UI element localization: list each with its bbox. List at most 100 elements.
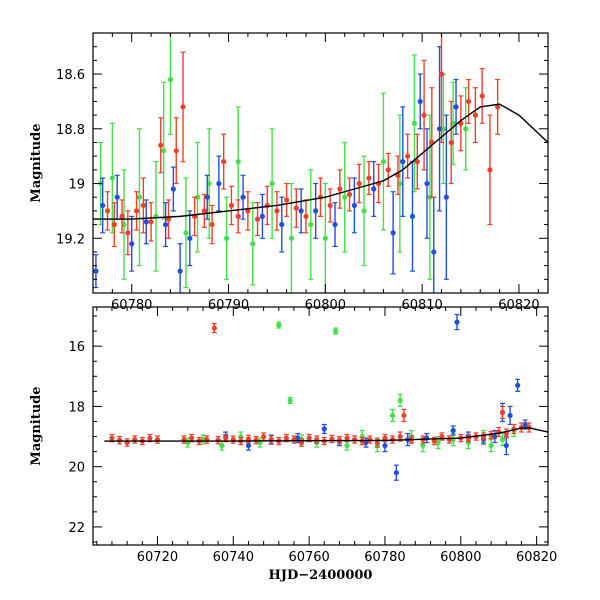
point-green bbox=[287, 397, 293, 403]
y-axis-label: Magnitude bbox=[29, 386, 44, 465]
x-tick-label: 60780 bbox=[364, 550, 405, 565]
point-green bbox=[276, 322, 282, 328]
point-red bbox=[382, 435, 388, 441]
axes-frame bbox=[92, 32, 549, 294]
point-red bbox=[254, 216, 261, 222]
point-blue bbox=[417, 98, 423, 105]
x-tick-label: 60740 bbox=[213, 550, 254, 565]
point-red bbox=[352, 436, 358, 443]
x-tick-label: 60820 bbox=[498, 298, 539, 313]
point-red bbox=[228, 202, 235, 209]
point-blue bbox=[390, 230, 396, 236]
point-red bbox=[119, 213, 125, 219]
y-tick-label: 18.6 bbox=[56, 68, 85, 83]
point-red bbox=[374, 439, 380, 446]
axes-frame bbox=[92, 306, 549, 546]
point-green bbox=[250, 241, 256, 247]
y-tick-label: 19.2 bbox=[56, 232, 85, 247]
plot-area bbox=[93, 33, 548, 293]
point-red bbox=[180, 104, 186, 110]
point-green bbox=[194, 194, 201, 200]
y-axis-label: Magnitude bbox=[29, 123, 44, 202]
point-red bbox=[346, 191, 353, 198]
point-red bbox=[109, 435, 115, 441]
y-tick-label: 20 bbox=[68, 461, 85, 476]
point-red bbox=[104, 208, 111, 214]
point-blue bbox=[129, 241, 135, 247]
point-red bbox=[274, 208, 280, 214]
point-red bbox=[439, 433, 445, 440]
point-red bbox=[448, 139, 454, 146]
point-blue bbox=[453, 104, 459, 110]
point-red bbox=[414, 159, 420, 165]
point-red bbox=[188, 435, 195, 441]
point-blue bbox=[443, 194, 449, 200]
point-red bbox=[223, 435, 229, 441]
point-green bbox=[488, 442, 494, 449]
x-tick-label: 60800 bbox=[440, 550, 481, 565]
point-green bbox=[361, 208, 367, 214]
point-green bbox=[333, 328, 339, 334]
point-red bbox=[431, 438, 437, 444]
point-blue bbox=[351, 202, 357, 209]
point-red bbox=[397, 433, 403, 440]
point-green bbox=[380, 159, 387, 165]
bottom-panel: 60720 60740 60760 60780 60800 60820 16 18 20 22 Ma… bbox=[29, 306, 557, 583]
point-blue bbox=[114, 194, 120, 200]
point-blue bbox=[332, 221, 338, 228]
point-blue bbox=[163, 221, 169, 228]
point-red bbox=[405, 153, 411, 159]
point-red bbox=[344, 435, 350, 441]
point-red bbox=[401, 412, 407, 419]
point-red bbox=[133, 208, 140, 214]
point-blue bbox=[204, 194, 210, 200]
point-red bbox=[158, 142, 164, 148]
top-panel: 60780 60790 60800 60810 60820 18.6 18.8 19 19.2 M… bbox=[29, 32, 549, 313]
point-red bbox=[221, 159, 227, 165]
y-tick-label: 18.8 bbox=[56, 123, 85, 138]
point-red bbox=[479, 93, 485, 99]
point-green bbox=[322, 235, 328, 241]
point-red bbox=[499, 409, 506, 416]
x-tick-label: 60780 bbox=[111, 298, 152, 313]
x-tick-label: 60760 bbox=[288, 550, 329, 565]
point-blue bbox=[143, 219, 149, 225]
point-blue bbox=[279, 221, 285, 228]
point-green bbox=[223, 235, 230, 241]
point-green bbox=[161, 148, 167, 154]
point-green bbox=[411, 120, 418, 126]
point-blue bbox=[371, 186, 377, 192]
y-tick-label: 19 bbox=[68, 178, 85, 193]
point-green bbox=[136, 194, 143, 200]
model-curve bbox=[104, 427, 548, 442]
point-blue bbox=[507, 412, 513, 419]
point-green bbox=[269, 180, 275, 187]
point-red bbox=[421, 112, 427, 118]
point-blue bbox=[454, 319, 460, 325]
point-blue bbox=[187, 235, 193, 241]
point-red bbox=[385, 167, 391, 173]
x-axis-label: HJD−2400000 bbox=[269, 568, 373, 583]
point-green bbox=[389, 412, 396, 419]
point-blue bbox=[177, 268, 183, 274]
point-red bbox=[495, 104, 501, 110]
point-red bbox=[245, 208, 251, 214]
x-tick-label: 60810 bbox=[401, 298, 442, 313]
point-green bbox=[167, 76, 174, 83]
point-blue bbox=[515, 382, 521, 388]
point-red bbox=[209, 221, 215, 228]
point-blue bbox=[298, 208, 304, 214]
point-red bbox=[303, 213, 309, 219]
point-red bbox=[148, 219, 154, 225]
model-curve bbox=[93, 103, 548, 220]
point-red bbox=[466, 98, 472, 105]
point-green bbox=[342, 194, 348, 200]
point-red bbox=[356, 180, 362, 187]
x-tick-label: 60800 bbox=[305, 298, 346, 313]
point-red bbox=[165, 216, 172, 222]
y-tick-label: 16 bbox=[68, 340, 85, 355]
point-red bbox=[327, 202, 333, 209]
point-red bbox=[487, 167, 493, 173]
point-red bbox=[293, 205, 299, 211]
point-red bbox=[472, 112, 478, 118]
